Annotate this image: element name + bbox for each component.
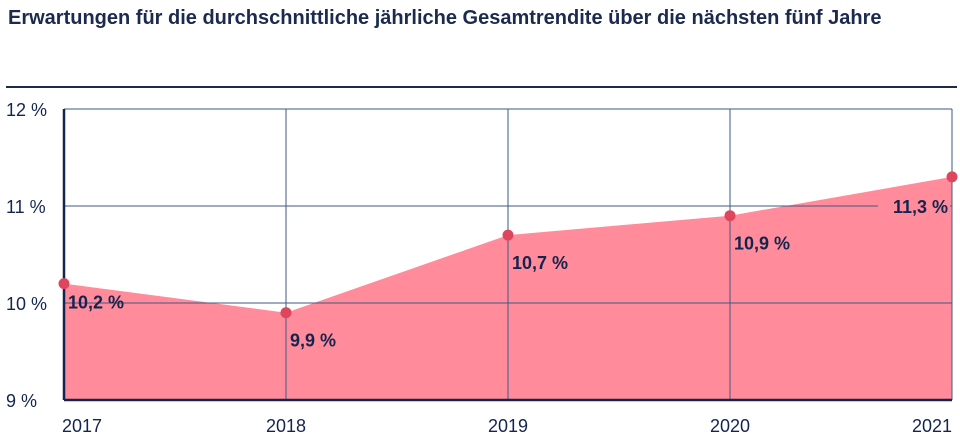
x-tick-label: 2021 [912, 416, 952, 436]
data-label: 11,3 % [893, 197, 948, 217]
data-point [280, 307, 292, 319]
data-point [946, 171, 958, 183]
data-label: 10,2 % [68, 293, 124, 313]
data-label: 9,9 % [290, 331, 336, 351]
y-tick-label: 12 % [6, 100, 47, 120]
x-tick-label: 2018 [266, 416, 306, 436]
title-divider [6, 86, 957, 88]
data-point [502, 229, 514, 241]
data-point [724, 210, 736, 222]
chart-title: Erwartungen für die durchschnittliche jä… [8, 7, 882, 29]
data-point [58, 278, 70, 290]
y-tick-label: 11 % [6, 197, 46, 217]
y-tick-label: 9 % [6, 391, 37, 411]
data-label: 10,9 % [734, 234, 790, 254]
x-tick-label: 2017 [62, 416, 102, 436]
data-label: 10,7 % [512, 253, 568, 273]
y-tick-label: 10 % [6, 294, 47, 314]
x-tick-label: 2019 [488, 416, 528, 436]
x-tick-label: 2020 [710, 416, 750, 436]
label-bg [878, 193, 950, 219]
